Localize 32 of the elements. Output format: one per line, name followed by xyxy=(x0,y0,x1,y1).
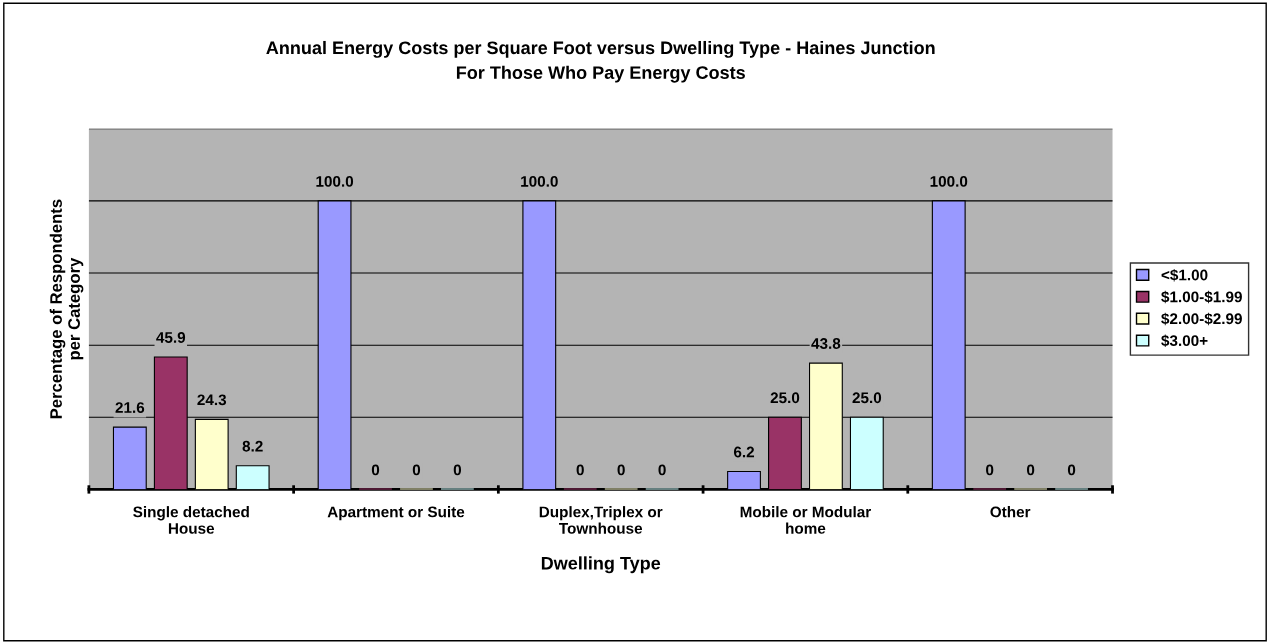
data-label: 0 xyxy=(1026,464,1035,476)
data-label: 45.9 xyxy=(156,332,186,343)
data-label: 0 xyxy=(412,464,421,476)
data-label: 0 xyxy=(371,464,380,476)
data-label: 0 xyxy=(986,464,994,476)
data-label: 21.6 xyxy=(115,402,145,413)
data-label: 25.0 xyxy=(852,392,882,404)
x-tick-label: Other xyxy=(990,506,1031,518)
chart-title: Annual Energy Costs per Square Foot versus Dwelling Type - Haines Junction For Those Who Pay Energy Costs xyxy=(266,40,935,83)
data-label: 100.0 xyxy=(316,175,354,187)
legend-label: $3.00+ xyxy=(1161,334,1208,348)
data-label: 6.2 xyxy=(733,446,755,458)
data-label: 0 xyxy=(576,464,584,476)
data-label: 25.0 xyxy=(770,392,800,404)
x-tick-label: Single detached House xyxy=(133,506,249,534)
data-label: 100.0 xyxy=(930,175,968,187)
data-label: 8.2 xyxy=(242,440,263,452)
legend-label: $2.00-$2.99 xyxy=(1161,312,1242,326)
data-label: 0 xyxy=(1067,464,1076,476)
x-tick-label: Duplex,Triplex or Townhouse xyxy=(539,506,663,534)
legend-label: $1.00-$1.99 xyxy=(1161,290,1242,304)
data-label: 100.0 xyxy=(521,175,558,187)
data-label: 24.3 xyxy=(197,394,227,406)
data-label: 43.8 xyxy=(811,338,841,349)
legend-label: <$1.00 xyxy=(1161,268,1208,282)
data-label: 0 xyxy=(617,464,625,476)
x-tick-label: Mobile or Modular home xyxy=(740,506,871,534)
data-label: 0 xyxy=(453,464,462,476)
y-axis-title: Percentage of Respondents per Category xyxy=(49,199,84,419)
x-tick-label: Apartment or Suite xyxy=(327,506,465,521)
x-axis-title: Dwelling Type xyxy=(541,556,661,574)
data-label: 0 xyxy=(658,464,666,476)
